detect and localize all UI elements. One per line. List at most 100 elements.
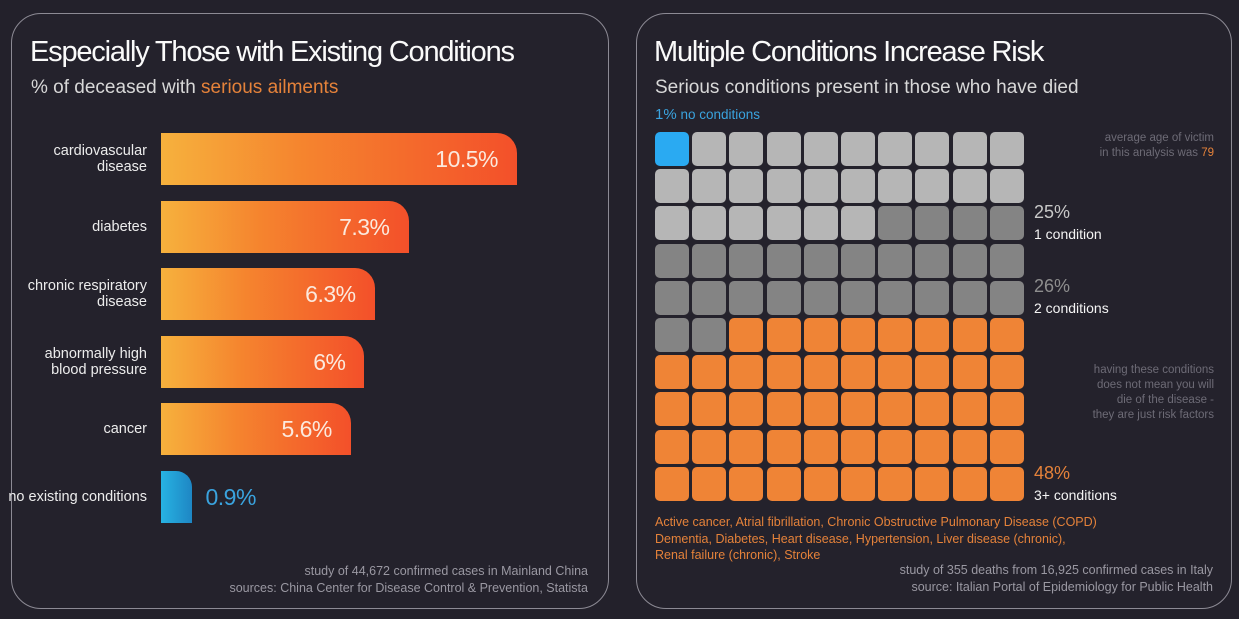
bar — [161, 133, 517, 185]
risk-note-line: they are just risk factors — [1092, 409, 1214, 421]
three-plus-label: 3+ conditions — [1034, 487, 1117, 503]
bar-category-label: diabetes — [92, 218, 147, 235]
waffle-cell-3-conditions — [729, 466, 764, 501]
waffle-cell-2-conditions — [729, 243, 764, 278]
waffle-cell-3-conditions — [952, 392, 987, 427]
subtitle-accent: serious ailments — [201, 77, 339, 98]
bar — [161, 335, 365, 388]
waffle-cell-1-condition — [766, 206, 801, 241]
risk-note-line: die of the disease - — [1116, 394, 1214, 406]
waffle-cell-3-conditions — [841, 318, 875, 352]
conditions-list-line: Dementia, Diabetes, Heart disease, Hyper… — [655, 531, 1066, 546]
waffle-cell-3-conditions — [803, 466, 838, 501]
waffle-cell-2-conditions — [989, 280, 1024, 315]
left-subtitle: % of deceased with serious ailments — [31, 77, 338, 99]
waffle-cell-3-conditions — [729, 355, 764, 390]
bar — [161, 403, 351, 455]
waffle-cell-3-conditions — [989, 318, 1024, 352]
waffle-cell-1-condition — [952, 132, 987, 166]
left-footnote-study: study of 44,672 confirmed cases in Mainl… — [304, 564, 589, 578]
waffle-cell-1-condition — [803, 132, 838, 166]
age-note-line1: average age of victim — [1104, 132, 1214, 144]
waffle-cell-3-conditions — [841, 466, 875, 501]
waffle-cell-3-conditions — [989, 429, 1024, 464]
waffle-cell-2-conditions — [915, 206, 950, 241]
waffle-cell-1-condition — [989, 169, 1024, 204]
waffle-cell-3-conditions — [915, 466, 950, 501]
waffle-cell-3-conditions — [952, 466, 987, 501]
bar-row: chronic respiratory disease 6.3% — [12, 268, 610, 320]
waffle-cell-3-conditions — [692, 355, 727, 390]
waffle-cell-1-condition — [841, 132, 875, 166]
waffle-cell-3-conditions — [915, 429, 950, 464]
bar-value-label: 0.9% — [205, 483, 257, 510]
waffle-cell-3-conditions — [803, 318, 838, 352]
bar-category-label: cancer — [103, 421, 147, 437]
waffle-cell-3-conditions — [803, 355, 838, 390]
waffle-cell-3-conditions — [803, 429, 838, 464]
waffle-cell-2-conditions — [841, 243, 875, 278]
age-value: 79 — [1201, 147, 1214, 159]
bar-category-label: cardiovascular disease — [53, 143, 148, 175]
right-title: Multiple Conditions Increase Risk — [654, 36, 1044, 68]
no-conditions-text: no conditions — [676, 107, 760, 122]
left-footnote-sources: sources: China Center for Disease Contro… — [229, 581, 588, 595]
waffle-cell-2-conditions — [952, 243, 987, 278]
right-subtitle: Serious conditions present in those who … — [655, 77, 1079, 98]
waffle-cell-3-conditions — [803, 392, 838, 427]
subtitle-prefix: % of deceased with — [31, 77, 202, 98]
left-title: Especially Those with Existing Condition… — [30, 36, 515, 68]
waffle-cell-2-conditions — [655, 318, 689, 352]
three-plus-pct: 48% — [1034, 463, 1071, 483]
waffle-cell-3-conditions — [915, 392, 950, 427]
waffle-cell-1-condition — [729, 169, 764, 204]
waffle-cell-2-conditions — [915, 243, 950, 278]
right-footnote: study of 355 deaths from 16,925 confirme… — [900, 562, 1213, 596]
waffle-cell-2-conditions — [952, 280, 987, 315]
age-note: average age of victim in this analysis w… — [1100, 131, 1214, 161]
bar — [161, 470, 192, 523]
waffle-cell-1-condition — [692, 132, 727, 166]
waffle-cell-2-conditions — [915, 280, 950, 315]
waffle-cell-1-condition — [989, 132, 1024, 166]
age-note-line2: in this analysis was — [1099, 147, 1202, 159]
waffle-cell-3-conditions — [766, 355, 801, 390]
two-conditions-label: 2 conditions — [1034, 300, 1109, 316]
waffle-cell-1-condition — [803, 169, 838, 204]
conditions-list-line: Active cancer, Atrial fibrillation, Chro… — [655, 515, 1097, 529]
waffle-cell-3-conditions — [989, 392, 1024, 427]
bar — [161, 268, 375, 320]
two-conditions-pct: 26% — [1034, 276, 1071, 296]
waffle-cell-3-conditions — [952, 429, 987, 464]
waffle-cell-2-conditions — [655, 243, 689, 278]
waffle-cell-3-conditions — [729, 318, 764, 352]
bar-category-label: no existing conditions — [8, 488, 147, 505]
waffle-cell-3-conditions — [878, 318, 913, 352]
waffle-cell-3-conditions — [655, 466, 689, 501]
waffle-cell-1-condition — [952, 169, 987, 204]
waffle-cell-1-condition — [841, 169, 875, 204]
waffle-cell-3-conditions — [766, 429, 801, 464]
risk-note-line: does not mean you will — [1097, 379, 1214, 391]
waffle-cell-3-conditions — [692, 392, 727, 427]
waffle-cell-1-condition — [915, 169, 950, 204]
waffle-cell-3-conditions — [878, 392, 913, 427]
waffle-cell-1-condition — [803, 206, 838, 241]
conditions-list-line: Renal failure (chronic), Stroke — [655, 548, 821, 562]
waffle-cell-3-conditions — [989, 466, 1024, 501]
conditions-list: Active cancer, Atrial fibrillation, Chro… — [655, 514, 1175, 564]
bar-row: no existing conditions 0.9% — [8, 470, 610, 523]
right-footnote-study: study of 355 deaths from 16,925 confirme… — [899, 563, 1213, 577]
waffle-cell-1-condition — [692, 169, 727, 204]
waffle-cell-3-conditions — [841, 392, 875, 427]
bar-category-label: chronic respiratory disease — [27, 278, 147, 310]
waffle-cell-no-conditions — [655, 132, 689, 166]
waffle-cell-1-condition — [878, 169, 913, 204]
bar-value-label: 5.6% — [281, 416, 332, 442]
waffle-cell-2-conditions — [692, 318, 727, 352]
waffle-cell-1-condition — [766, 132, 801, 166]
waffle-cell-2-conditions — [989, 243, 1024, 278]
waffle-cell-2-conditions — [952, 206, 987, 241]
no-conditions-label: 1% no conditions — [655, 106, 760, 123]
right-panel: Multiple Conditions Increase Risk Seriou… — [636, 13, 1232, 609]
